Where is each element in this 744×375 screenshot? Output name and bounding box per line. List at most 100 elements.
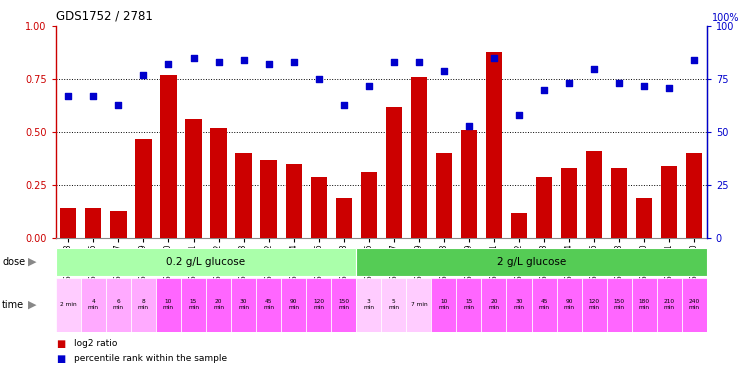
Text: ▶: ▶ [28,300,36,309]
Bar [511,213,527,238]
Bar [131,278,156,332]
Point [338,102,350,108]
Bar [356,278,382,332]
Bar [661,166,677,238]
Bar [286,164,302,238]
Bar [611,168,627,238]
Bar [536,177,552,238]
Text: 100%: 100% [712,13,740,24]
Bar [235,153,251,238]
Text: 8
min: 8 min [138,300,149,310]
Text: 90
min: 90 min [288,300,299,310]
Bar [281,278,307,332]
Point [513,112,525,118]
Bar [632,278,657,332]
Point [488,55,500,61]
Bar [260,160,277,238]
Text: ■: ■ [56,339,65,350]
Bar [110,211,126,238]
Bar [310,177,327,238]
Bar [361,172,377,238]
Text: 0.2 g/L glucose: 0.2 g/L glucose [167,256,246,267]
Point [438,68,450,74]
Bar [156,278,181,332]
Bar [106,278,131,332]
Point [589,66,600,72]
Bar [56,248,356,276]
Text: 15
min: 15 min [464,300,475,310]
Bar [557,278,582,332]
Point [664,85,676,91]
Bar [432,278,456,332]
Bar [461,130,477,238]
Point [87,93,99,99]
Bar [507,278,531,332]
Bar [161,75,176,238]
Bar [206,278,231,332]
Bar [531,278,557,332]
Text: 30
min: 30 min [238,300,249,310]
Point [162,62,174,68]
Text: 10
min: 10 min [163,300,174,310]
Bar [56,278,81,332]
Bar [456,278,481,332]
Text: ■: ■ [56,354,65,364]
Bar [657,278,682,332]
Text: ▶: ▶ [28,257,36,267]
Text: 2 g/L glucose: 2 g/L glucose [497,256,566,267]
Text: 4
min: 4 min [88,300,99,310]
Text: 150
min: 150 min [614,300,625,310]
Bar [481,278,507,332]
Text: 7 min: 7 min [411,302,427,307]
Bar [256,278,281,332]
Bar [636,198,652,238]
Point [638,82,650,88]
Point [288,59,300,65]
Point [363,82,375,88]
Point [413,59,425,65]
Text: 20
min: 20 min [213,300,224,310]
Bar [60,209,77,238]
Text: 2 min: 2 min [60,302,77,307]
Bar [231,278,256,332]
Bar [331,278,356,332]
Text: log2 ratio: log2 ratio [74,339,118,348]
Bar [561,168,577,238]
Text: 150
min: 150 min [339,300,349,310]
Point [187,55,199,61]
Text: 30
min: 30 min [513,300,525,310]
Bar [436,153,452,238]
Text: 45
min: 45 min [539,300,550,310]
Text: 45
min: 45 min [263,300,274,310]
Bar [385,107,402,238]
Text: 120
min: 120 min [313,300,324,310]
Bar [181,278,206,332]
Bar [211,128,227,238]
Text: 210
min: 210 min [664,300,675,310]
Text: 5
min: 5 min [388,300,400,310]
Text: 10
min: 10 min [438,300,449,310]
Point [263,62,275,68]
Point [388,59,400,65]
Bar [185,120,202,238]
Point [312,76,324,82]
Bar [307,278,331,332]
Bar [336,198,352,238]
Text: 20
min: 20 min [489,300,499,310]
Bar [356,248,707,276]
Point [563,81,575,87]
Text: percentile rank within the sample: percentile rank within the sample [74,354,228,363]
Text: GDS1752 / 2781: GDS1752 / 2781 [56,9,153,22]
Text: 90
min: 90 min [564,300,574,310]
Point [62,93,74,99]
Text: 6
min: 6 min [113,300,124,310]
Bar [411,77,427,238]
Bar [486,52,502,238]
Bar [406,278,432,332]
Bar [135,138,152,238]
Bar [86,209,101,238]
Text: 3
min: 3 min [363,300,374,310]
Bar [382,278,406,332]
Point [463,123,475,129]
Point [138,72,150,78]
